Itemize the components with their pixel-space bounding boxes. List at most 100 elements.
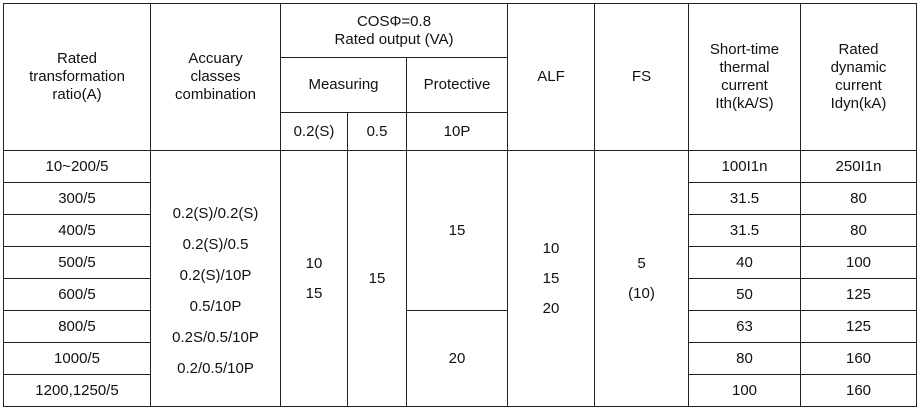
measuring-05-cell: 15 — [347, 150, 407, 407]
cell-text: 80 — [850, 221, 867, 239]
cell-text: Ith(kA/S) — [715, 95, 774, 112]
header-fs: FS — [594, 3, 689, 151]
cell-text: 0.2(S)/0.5 — [182, 235, 249, 253]
cell-text: 125 — [845, 317, 872, 335]
ratio-cell: 400/5 — [3, 214, 151, 247]
cell-text: 0.2(S) — [293, 122, 335, 140]
cell-text: Idyn(kA) — [830, 95, 887, 112]
table-row: 600/5 50 125 — [3, 278, 917, 311]
ratio-cell: 10~200/5 — [3, 150, 151, 183]
cell-text: 100 — [731, 381, 758, 399]
cell-text: 125 — [845, 285, 872, 303]
short-time-cell: 40 — [688, 246, 801, 279]
protective-cell: 15 — [406, 150, 508, 311]
dynamic-cell: 80 — [800, 214, 917, 247]
cell-text: FS — [631, 68, 652, 85]
table-row: Rated transformation ratio(A) Accuary classe… — [3, 3, 917, 151]
table-row: 10~200/5 0.2(S)/0.2(S) 0.2(S)/0.5 0.2(S)/10… — [3, 150, 917, 407]
short-time-cell: 80 — [688, 342, 801, 375]
cell-text: 160 — [845, 349, 872, 367]
cell-text: 10 — [542, 239, 560, 257]
ratio-cell: 500/5 — [3, 246, 151, 279]
cell-text: ratio(A) — [52, 86, 102, 103]
cell-text: 50 — [736, 285, 753, 303]
header-rated-output: COSΦ=0.8 Rated output (VA) — [280, 3, 508, 58]
short-time-cell: 100 — [688, 374, 801, 407]
cell-text: 80 — [736, 349, 753, 367]
cell-text: 500/5 — [58, 253, 96, 271]
cell-text: Accuary — [188, 50, 243, 67]
table-row: 500/5 40 100 — [3, 246, 917, 279]
header-alf: ALF — [507, 3, 595, 151]
cell-text: Rated — [838, 41, 879, 58]
cell-text: 31.5 — [729, 221, 760, 239]
short-time-cell: 63 — [688, 310, 801, 343]
cell-text: 0.5/10P — [189, 297, 242, 315]
cell-text: Rated output (VA) — [334, 30, 454, 48]
ratio-cell: 300/5 — [3, 182, 151, 215]
ratio-cell: 800/5 — [3, 310, 151, 343]
short-time-cell: 50 — [688, 278, 801, 311]
fs-cell: 5 (10) — [594, 150, 689, 407]
cell-text: 15 — [448, 221, 466, 239]
cell-text: (10) — [628, 284, 655, 302]
protective-cell: 20 — [406, 310, 508, 407]
header-accuracy: Accuary classes combination — [150, 3, 281, 151]
cell-text: 400/5 — [58, 221, 96, 239]
short-time-cell: 100I1n — [688, 150, 801, 183]
dynamic-cell: 125 — [800, 310, 917, 343]
table-row: 300/5 31.5 80 — [3, 182, 917, 215]
cell-text: 80 — [850, 189, 867, 207]
cell-text: combination — [175, 86, 256, 103]
dynamic-cell: 100 — [800, 246, 917, 279]
header-class: 0.5 — [347, 112, 407, 151]
alf-cell: 10 15 20 — [507, 150, 595, 407]
cell-text: 160 — [845, 381, 872, 399]
spec-table: Rated transformation ratio(A) Accuary classe… — [3, 3, 917, 407]
table-row: 1200,1250/5 100 160 — [3, 374, 917, 407]
dynamic-cell: 250I1n — [800, 150, 917, 183]
cell-text: ALF — [537, 68, 565, 85]
cell-text: 10~200/5 — [45, 157, 109, 175]
cell-text: classes — [190, 68, 241, 85]
cell-text: 5 — [637, 254, 646, 272]
cell-text: 15 — [305, 284, 323, 302]
table-row: 0.2(S) 0.5 10P — [4, 112, 917, 151]
cell-text: 15 — [542, 269, 560, 287]
ratio-cell: 600/5 — [3, 278, 151, 311]
cell-text: 300/5 — [58, 189, 96, 207]
header-protective: Protective — [406, 57, 508, 113]
cell-text: 800/5 — [58, 317, 96, 335]
cell-text: current — [835, 77, 882, 94]
cell-text: 0.5 — [366, 122, 388, 140]
cell-text: 0.2(S)/10P — [179, 266, 252, 284]
cell-text: 250I1n — [835, 157, 882, 175]
header-measuring: Measuring — [280, 57, 407, 113]
table-body: Rated transformation ratio(A) Accuary classe… — [3, 3, 917, 407]
dynamic-cell: 80 — [800, 182, 917, 215]
cell-text: 0.2/0.5/10P — [177, 359, 254, 377]
header-class: 10P — [406, 112, 508, 151]
cell-text: 63 — [736, 317, 753, 335]
cell-text: Rated — [56, 50, 98, 67]
cell-text: Protective — [423, 76, 491, 93]
table-row: 1000/5 80 160 — [3, 342, 917, 375]
cell-text: 20 — [448, 349, 466, 367]
table-row: Measuring Protective — [4, 57, 917, 113]
cell-text: 1000/5 — [54, 349, 100, 367]
table-row: 400/5 31.5 80 — [3, 214, 917, 247]
header-class: 0.2(S) — [280, 112, 348, 151]
cell-text: 100I1n — [721, 157, 768, 175]
cell-text: dynamic — [830, 59, 887, 76]
accuracy-cell: 0.2(S)/0.2(S) 0.2(S)/0.5 0.2(S)/10P 0.5/10P… — [150, 150, 281, 407]
cell-text: 40 — [736, 253, 753, 271]
cell-text: 1200,1250/5 — [35, 381, 119, 399]
short-time-cell: 31.5 — [688, 214, 801, 247]
cell-text: current — [721, 77, 768, 94]
dynamic-cell: 125 — [800, 278, 917, 311]
cell-text: Short-time — [709, 41, 780, 58]
cell-text: 0.2(S)/0.2(S) — [172, 204, 259, 222]
table-row: 800/5 20 63 125 — [3, 310, 917, 407]
cell-text: thermal — [719, 59, 770, 76]
